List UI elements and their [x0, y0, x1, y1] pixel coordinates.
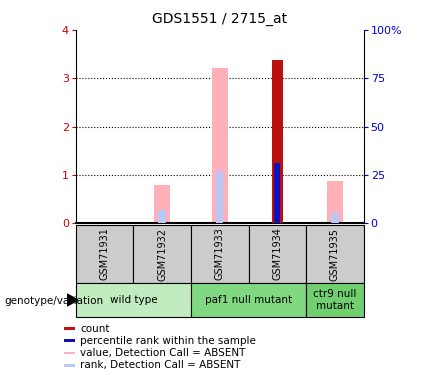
Bar [191, 283, 306, 317]
Bar [275, 163, 280, 223]
Text: rank, Detection Call = ABSENT: rank, Detection Call = ABSENT [80, 360, 241, 370]
Text: GSM71932: GSM71932 [157, 228, 167, 280]
Text: GSM71935: GSM71935 [330, 228, 340, 280]
Text: value, Detection Call = ABSENT: value, Detection Call = ABSENT [80, 348, 246, 358]
Bar [76, 225, 133, 283]
Text: ctr9 null
mutant: ctr9 null mutant [313, 289, 357, 311]
Text: count: count [80, 324, 110, 334]
Bar [158, 210, 166, 223]
Bar [212, 68, 228, 223]
Bar [154, 186, 170, 223]
Text: wild type: wild type [110, 295, 157, 305]
Text: genotype/variation: genotype/variation [4, 296, 103, 306]
Bar [191, 225, 249, 283]
Bar [64, 339, 74, 342]
Bar [274, 163, 281, 223]
Text: GSM71934: GSM71934 [272, 228, 282, 280]
Bar [216, 171, 223, 223]
Bar [133, 225, 191, 283]
Text: GSM71933: GSM71933 [215, 228, 225, 280]
Bar [331, 213, 339, 223]
Text: GSM71931: GSM71931 [100, 228, 110, 280]
Bar [306, 283, 364, 317]
Text: percentile rank within the sample: percentile rank within the sample [80, 336, 256, 346]
Bar [327, 181, 343, 223]
Bar [306, 225, 364, 283]
Bar [64, 351, 74, 354]
Bar [64, 364, 74, 367]
Bar [272, 60, 282, 223]
Bar [76, 283, 191, 317]
Text: paf1 null mutant: paf1 null mutant [205, 295, 292, 305]
Polygon shape [67, 294, 78, 306]
Bar [249, 225, 306, 283]
Title: GDS1551 / 2715_at: GDS1551 / 2715_at [152, 12, 288, 26]
Bar [64, 327, 74, 330]
